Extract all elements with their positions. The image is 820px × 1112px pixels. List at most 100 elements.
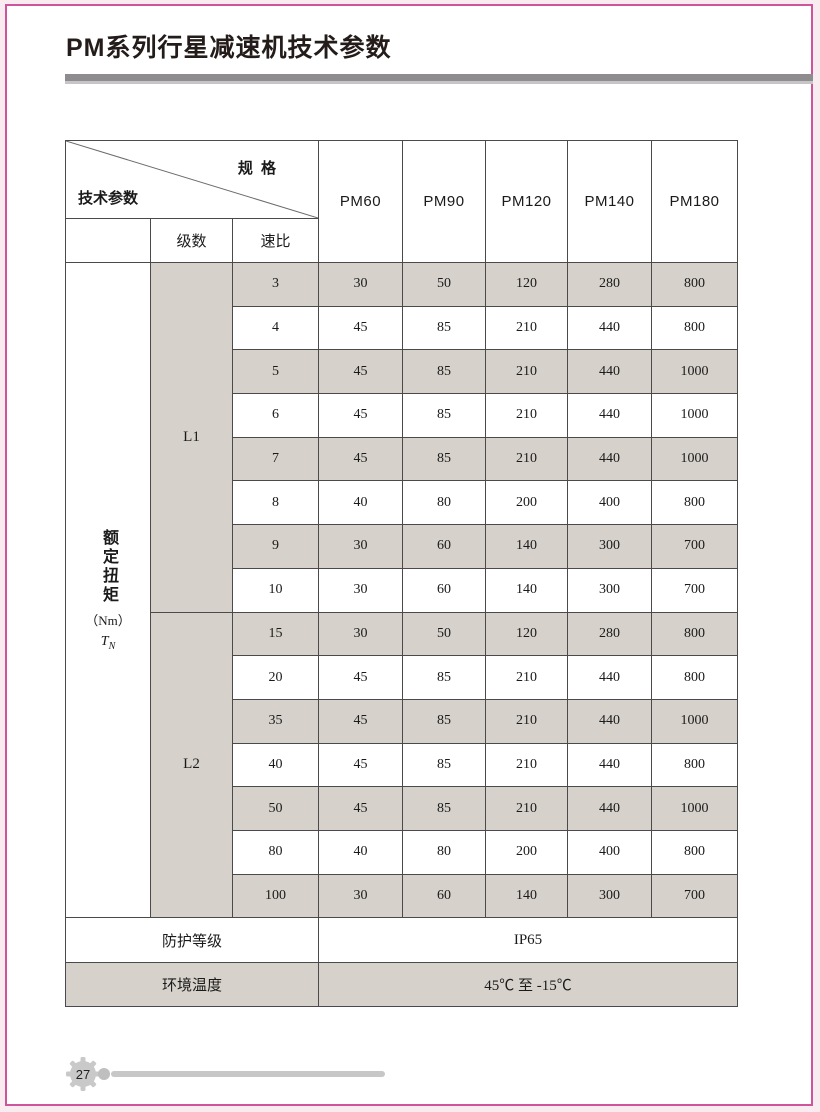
ratio-cell: 50: [231, 786, 320, 831]
page-number-gear-badge: 27: [66, 1057, 100, 1091]
torque-value-cell: 30: [318, 611, 404, 657]
torque-value-cell: 800: [651, 742, 739, 788]
torque-value-cell: 210: [485, 305, 569, 351]
ratio-cell: 100: [231, 873, 320, 919]
ratio-cell: 6: [231, 393, 320, 438]
torque-value-cell: 140: [485, 873, 569, 919]
torque-value-cell: 30: [318, 524, 404, 569]
torque-value-cell: 700: [651, 873, 739, 919]
stage-cell-l1: L1: [150, 262, 233, 613]
torque-value-cell: 210: [485, 349, 569, 395]
page-title: PM系列行星减速机技术参数: [66, 34, 392, 62]
torque-value-cell: 140: [485, 567, 569, 613]
torque-value-cell: 800: [651, 480, 739, 526]
torque-value-cell: 300: [567, 524, 653, 569]
torque-value-cell: 210: [485, 786, 569, 831]
ambient-temperature-value: 45℃ 至 -15℃: [318, 962, 739, 1008]
torque-value-cell: 85: [402, 393, 487, 438]
footer-line-dot: [98, 1068, 110, 1080]
torque-value-cell: 700: [651, 524, 739, 569]
torque-value-cell: 800: [651, 829, 739, 875]
torque-value-cell: 800: [651, 305, 739, 351]
torque-value-cell: 85: [402, 349, 487, 395]
ratio-cell: 3: [231, 262, 320, 307]
ratio-cell: 7: [231, 436, 320, 482]
footer-decorative-line: [111, 1071, 385, 1077]
torque-value-cell: 85: [402, 742, 487, 788]
torque-value-cell: 440: [567, 742, 653, 788]
column-header-pm140: PM140: [567, 140, 653, 263]
torque-value-cell: 60: [402, 873, 487, 919]
torque-value-cell: 120: [485, 262, 569, 307]
torque-value-cell: 30: [318, 262, 404, 307]
torque-value-cell: 210: [485, 698, 569, 744]
diagonal-divider-line: [66, 141, 318, 218]
torque-value-cell: 440: [567, 349, 653, 395]
stage-cell-l2: L2: [150, 611, 233, 919]
table-corner-cell: 规 格 技术参数: [64, 140, 320, 219]
table-row: 6 45 85 210 440 1000: [66, 393, 739, 438]
torque-value-cell: 85: [402, 786, 487, 831]
torque-value-cell: 210: [485, 436, 569, 482]
torque-value-cell: 210: [485, 655, 569, 700]
torque-value-cell: 440: [567, 655, 653, 700]
corner-spec-label: 规 格: [237, 160, 279, 177]
torque-value-cell: 700: [651, 567, 739, 613]
torque-value-cell: 85: [402, 698, 487, 744]
torque-value-cell: 60: [402, 567, 487, 613]
row-header-rated-torque: 额定扭矩 （Nm） TN: [65, 261, 151, 919]
protection-rating-label: 防护等级: [64, 917, 320, 964]
torque-value-cell: 800: [651, 655, 739, 700]
ratio-cell: 8: [231, 480, 320, 526]
torque-value-cell: 45: [318, 349, 404, 395]
torque-value-cell: 80: [402, 480, 487, 526]
torque-value-cell: 800: [651, 611, 739, 657]
ratio-cell: 9: [231, 524, 320, 569]
protection-rating-row: 防护等级 IP65: [64, 917, 739, 964]
torque-value-cell: 60: [402, 524, 487, 569]
torque-value-cell: 280: [567, 611, 653, 657]
ratio-cell: 35: [231, 698, 320, 744]
table-row: 50 45 85 210 440 1000: [66, 786, 739, 831]
torque-value-cell: 440: [567, 698, 653, 744]
ratio-cell: 80: [231, 829, 320, 875]
torque-value-cell: 210: [485, 742, 569, 788]
protection-rating-value: IP65: [318, 917, 739, 964]
torque-value-cell: 45: [318, 393, 404, 438]
torque-value-cell: 30: [318, 567, 404, 613]
torque-value-cell: 440: [567, 786, 653, 831]
torque-value-cell: 200: [485, 480, 569, 526]
stage-header: 级数: [150, 218, 233, 263]
table-row: 额定扭矩 （Nm） TN L1 3 30 50 120 280 800: [65, 261, 739, 919]
technical-parameters-table: 规 格 技术参数 PM60 PM90 PM120 PM140 PM180 级数 …: [64, 140, 739, 1008]
torque-value-cell: 85: [402, 305, 487, 351]
torque-value-cell: 1000: [651, 393, 739, 438]
ambient-temperature-label: 环境温度: [64, 962, 320, 1008]
table-body: 额定扭矩 （Nm） TN L1 3 30 50 120 280 800 4 45 85 210 440 800…: [65, 261, 739, 919]
torque-value-cell: 40: [318, 480, 404, 526]
table-row: 35 45 85 210 440 1000: [66, 698, 739, 744]
table-row: 8 40 80 200 400 800: [66, 480, 739, 526]
torque-value-cell: 30: [318, 873, 404, 919]
torque-value-cell: 1000: [651, 349, 739, 395]
ratio-cell: 20: [231, 655, 320, 700]
torque-unit: （Nm）: [85, 612, 131, 628]
torque-value-cell: 400: [567, 480, 653, 526]
table-row: 100 30 60 140 300 700: [66, 873, 739, 919]
torque-value-cell: 45: [318, 698, 404, 744]
torque-value-cell: 200: [485, 829, 569, 875]
ratio-cell: 4: [231, 305, 320, 351]
torque-value-cell: 1000: [651, 698, 739, 744]
table-row: 40 45 85 210 440 800: [66, 742, 739, 788]
column-header-pm90: PM90: [402, 140, 487, 263]
column-header-pm180: PM180: [651, 140, 739, 263]
ratio-header: 速比: [231, 218, 320, 263]
torque-value-cell: 210: [485, 393, 569, 438]
torque-value-cell: 440: [567, 436, 653, 482]
torque-value-cell: 50: [402, 611, 487, 657]
ratio-cell: 15: [231, 611, 320, 657]
torque-value-cell: 800: [651, 262, 739, 307]
ratio-cell: 40: [231, 742, 320, 788]
torque-value-cell: 440: [567, 305, 653, 351]
torque-value-cell: 45: [318, 655, 404, 700]
